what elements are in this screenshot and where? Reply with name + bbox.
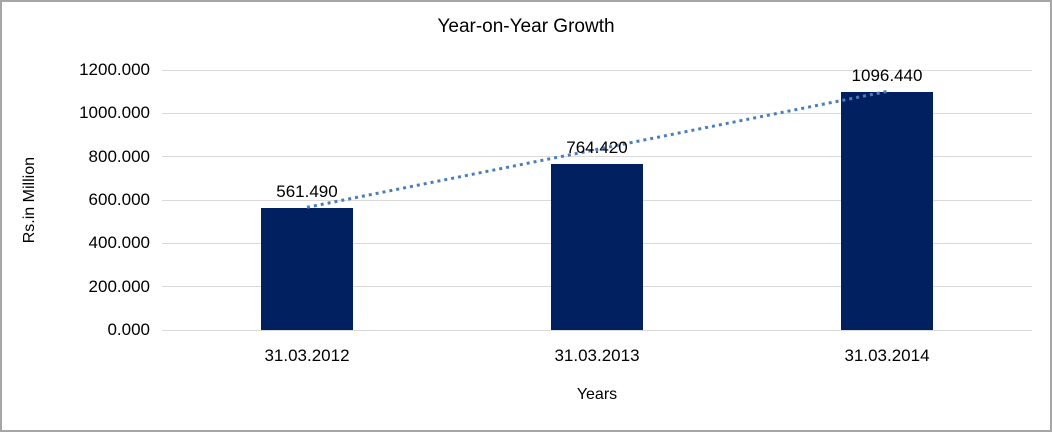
x-axis-title: Years	[576, 386, 618, 403]
y-tick-label: 600.000	[88, 190, 150, 209]
trendline	[306, 89, 888, 209]
x-category-label: 31.03.2014	[844, 346, 930, 365]
bar	[841, 92, 933, 330]
gridline	[162, 112, 1032, 114]
gridline	[162, 156, 1032, 158]
x-category-label: 31.03.2013	[554, 346, 640, 365]
bar	[551, 164, 643, 330]
gridline	[162, 69, 1032, 71]
y-tick-label: 1000.000	[79, 103, 150, 123]
y-tick-label: 800.000	[88, 146, 150, 166]
y-tick-label: 0.000	[107, 320, 150, 339]
bar-data-label: 1096.440	[851, 66, 923, 86]
chart-title: Year-on-Year Growth	[437, 16, 615, 37]
y-tick-label: 400.000	[88, 233, 150, 253]
bar-data-label: 561.490	[276, 182, 338, 202]
bar-data-label: 764.420	[566, 138, 628, 158]
bar	[261, 208, 353, 330]
y-tick-label: 200.000	[88, 276, 150, 296]
gridline	[162, 329, 1032, 331]
plot-area	[162, 69, 1032, 331]
y-tick-label: 1200.000	[79, 60, 150, 79]
x-category-label: 31.03.2012	[264, 346, 350, 365]
